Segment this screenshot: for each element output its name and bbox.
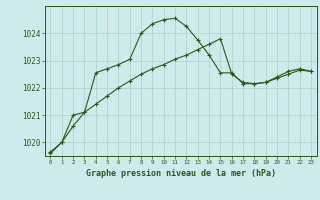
X-axis label: Graphe pression niveau de la mer (hPa): Graphe pression niveau de la mer (hPa) [86,169,276,178]
